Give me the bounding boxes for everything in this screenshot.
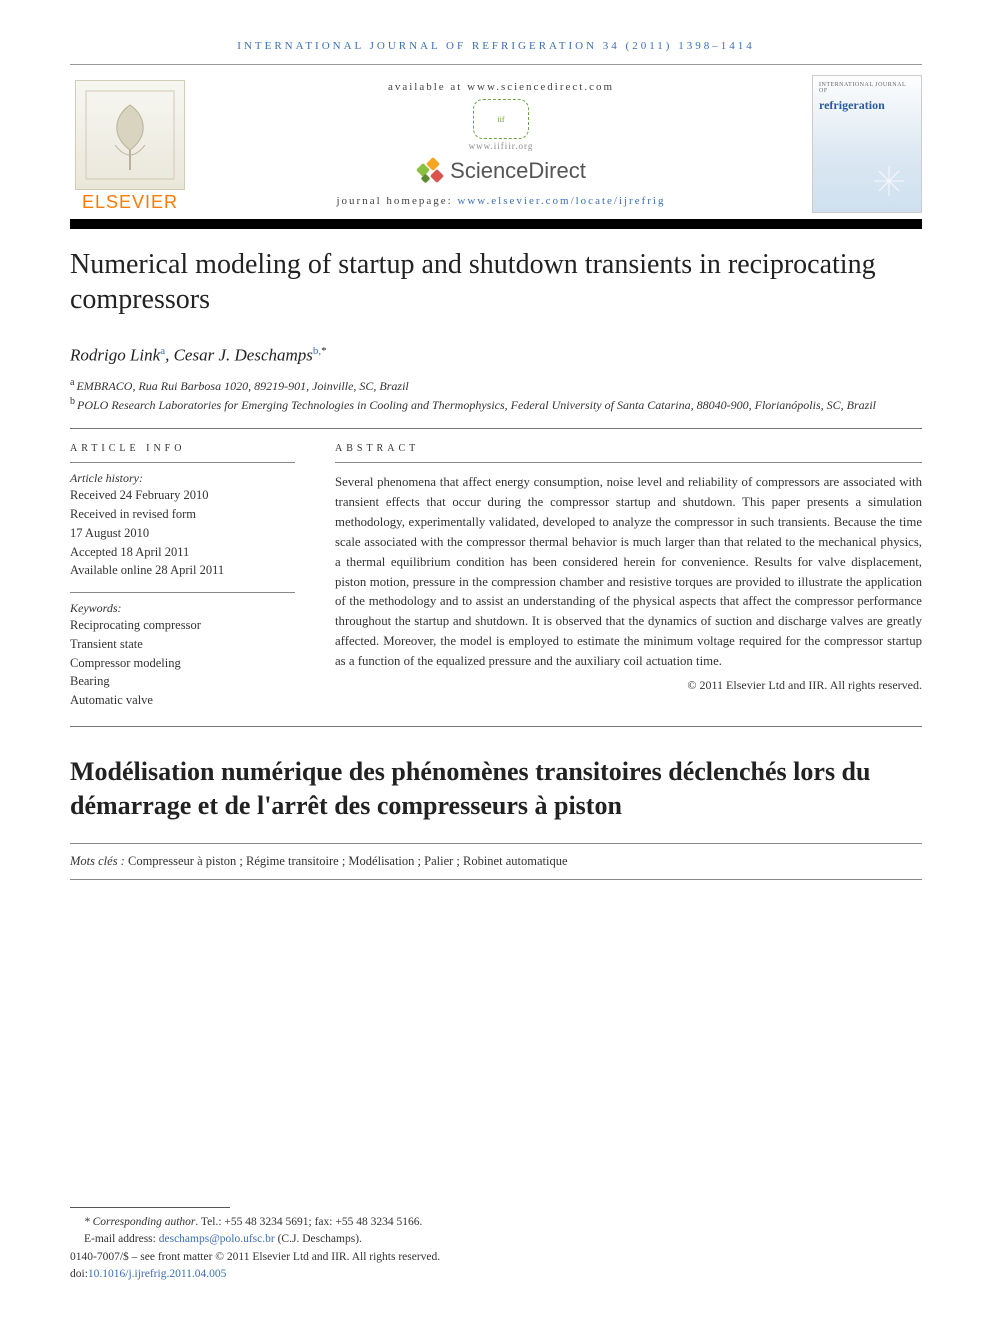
journal-homepage-line: journal homepage: www.elsevier.com/locat… [337, 195, 666, 207]
homepage-label: journal homepage: [337, 195, 458, 207]
affiliation: bPOLO Research Laboratories for Emerging… [70, 395, 922, 414]
rule-inner [70, 462, 295, 463]
journal-running-head: INTERNATIONAL JOURNAL OF REFRIGERATION 3… [70, 40, 922, 52]
sciencedirect-text: ScienceDirect [450, 158, 586, 184]
homepage-link[interactable]: www.elsevier.com/locate/ijrefrig [457, 195, 665, 207]
email-label: E-mail address: [84, 1233, 159, 1245]
rule-footnote [70, 1207, 230, 1208]
author-corr-mark: * [321, 345, 327, 357]
abstract-column: ABSTRACT Several phenomena that affect e… [335, 443, 922, 710]
history-lines: Received 24 February 2010 Received in re… [70, 486, 295, 580]
keywords-label: Keywords: [70, 601, 295, 616]
affiliation: aEMBRACO, Rua Rui Barbosa 1020, 89219-90… [70, 376, 922, 395]
issn-line: 0140-7007/$ – see front matter © 2011 El… [70, 1249, 922, 1266]
french-keywords-label: Mots clés : [70, 854, 128, 868]
masthead-center: available at www.sciencedirect.com iif w… [200, 75, 802, 213]
email-paren: (C.J. Deschamps). [275, 1233, 362, 1245]
french-keywords-text: Compresseur à piston ; Régime transitoir… [128, 854, 568, 868]
keyword: Compressor modeling [70, 654, 295, 673]
journal-running-head-link[interactable]: INTERNATIONAL JOURNAL OF REFRIGERATION 3… [237, 40, 754, 52]
corresponding-author-line: * Corresponding author. Tel.: +55 48 323… [70, 1214, 922, 1231]
affiliation-text: EMBRACO, Rua Rui Barbosa 1020, 89219-901… [76, 379, 408, 393]
abstract-heading: ABSTRACT [335, 443, 922, 454]
history-label: Article history: [70, 471, 295, 486]
doi-label: doi: [70, 1268, 88, 1280]
article-info-column: ARTICLE INFO Article history: Received 2… [70, 443, 295, 710]
author-aff-link[interactable]: a [160, 345, 165, 357]
french-keywords-line: Mots clés : Compresseur à piston ; Régim… [70, 854, 922, 869]
copyright-line: © 2011 Elsevier Ltd and IIR. All rights … [335, 678, 922, 693]
article-title: Numerical modeling of startup and shutdo… [70, 247, 922, 317]
history-line: Accepted 18 April 2011 [70, 543, 295, 562]
rule-inner [335, 462, 922, 463]
email-line: E-mail address: deschamps@polo.ufsc.br (… [70, 1231, 922, 1248]
available-at-line: available at www.sciencedirect.com [388, 81, 614, 93]
keywords-list: Reciprocating compressor Transient state… [70, 616, 295, 710]
affiliation-sup: b [70, 396, 75, 407]
sciencedirect-logo: ScienceDirect [416, 157, 586, 185]
black-rule-bar [70, 219, 922, 229]
corr-contact: . Tel.: +55 48 3234 5691; fax: +55 48 32… [195, 1216, 422, 1228]
french-title: Modélisation numérique des phénomènes tr… [70, 755, 922, 823]
affiliation-text: POLO Research Laboratories for Emerging … [77, 398, 876, 412]
author-aff-link[interactable]: b, [313, 345, 321, 357]
footer-block: * Corresponding author. Tel.: +55 48 323… [70, 1207, 922, 1283]
elsevier-tree-icon [75, 80, 185, 190]
article-info-heading: ARTICLE INFO [70, 443, 295, 454]
journal-cover-thumb: INTERNATIONAL JOURNAL OF refrigeration [812, 75, 922, 213]
cover-title: refrigeration [819, 98, 915, 113]
history-line: Available online 28 April 2011 [70, 561, 295, 580]
iifir-url: www.iifiir.org [469, 141, 534, 151]
author-name: Cesar J. Deschamps [174, 346, 313, 365]
affiliation-sup: a [70, 377, 74, 388]
history-line: 17 August 2010 [70, 524, 295, 543]
doi-line: doi:10.1016/j.ijrefrig.2011.04.005 [70, 1266, 922, 1283]
corr-mark: * [84, 1216, 93, 1228]
keyword: Reciprocating compressor [70, 616, 295, 635]
author-name: Rodrigo Link [70, 346, 160, 365]
email-link[interactable]: deschamps@polo.ufsc.br [159, 1233, 275, 1245]
rule-fr-top [70, 843, 922, 844]
affiliation-list: aEMBRACO, Rua Rui Barbosa 1020, 89219-90… [70, 376, 922, 415]
rule-before-info [70, 428, 922, 429]
rule-fr-bottom [70, 879, 922, 880]
rule-inner [70, 592, 295, 593]
cover-snowflake-icon [819, 156, 915, 206]
author-list: Rodrigo Linka, Cesar J. Deschampsb,* [70, 345, 922, 366]
iifir-badge-icon: iif [473, 99, 529, 139]
corr-label: Corresponding author [93, 1216, 196, 1228]
doi-link[interactable]: 10.1016/j.ijrefrig.2011.04.005 [88, 1268, 227, 1280]
rule-top [70, 64, 922, 65]
info-abstract-row: ARTICLE INFO Article history: Received 2… [70, 443, 922, 710]
keyword: Transient state [70, 635, 295, 654]
masthead: ELSEVIER available at www.sciencedirect.… [70, 75, 922, 213]
history-line: Received 24 February 2010 [70, 486, 295, 505]
abstract-text: Several phenomena that affect energy con… [335, 473, 922, 671]
history-line: Received in revised form [70, 505, 295, 524]
sciencedirect-icon [416, 157, 444, 185]
keyword: Bearing [70, 672, 295, 691]
elsevier-wordmark: ELSEVIER [82, 192, 178, 213]
keyword: Automatic valve [70, 691, 295, 710]
rule-after-abstract [70, 726, 922, 727]
cover-smallprint: INTERNATIONAL JOURNAL OF [819, 82, 915, 94]
elsevier-logo-block: ELSEVIER [70, 75, 190, 213]
